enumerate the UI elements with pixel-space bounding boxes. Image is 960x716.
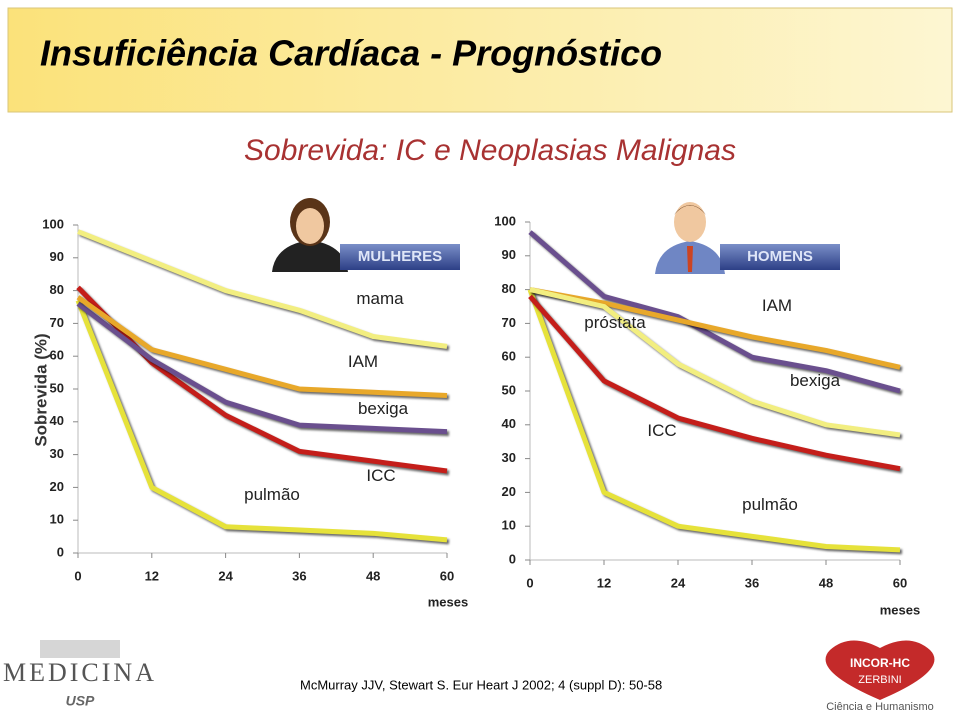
y-tick-label: 100 (42, 216, 64, 231)
y-tick-label: 20 (502, 484, 516, 499)
woman-icon (272, 198, 348, 272)
x-tick-label: 60 (440, 568, 454, 583)
y-tick-label: 100 (494, 213, 516, 228)
x-tick-label: 0 (526, 575, 533, 590)
y-tick-label: 60 (50, 348, 64, 363)
x-tick-label: 12 (597, 575, 611, 590)
logo-right: INCOR-HC ZERBINI Ciência e Humanismo (825, 640, 935, 713)
slide-title: Insuficiência Cardíaca - Prognóstico (40, 33, 662, 74)
series-label: ICC (366, 466, 395, 485)
y-tick-label: 70 (502, 315, 516, 330)
y-tick-label: 80 (50, 282, 64, 297)
series-label: bexiga (790, 371, 841, 390)
series-line (528, 294, 901, 472)
series-label: IAM (762, 296, 792, 315)
series-line (527, 288, 901, 553)
series-label: bexiga (358, 399, 409, 418)
man-icon (655, 202, 725, 274)
logo-text: Ciência e Humanismo (826, 701, 934, 713)
y-tick-label: 20 (50, 479, 64, 494)
x-axis-label: meses (428, 594, 468, 609)
y-tick-label: 30 (50, 446, 64, 461)
y-tick-label: 50 (502, 382, 516, 397)
y-axis-label: Sobrevida (%) (31, 333, 50, 446)
badge (720, 244, 840, 270)
y-tick-label: 10 (502, 518, 516, 533)
y-tick-label: 90 (50, 249, 64, 264)
x-tick-label: 60 (893, 575, 907, 590)
logo-text: ZERBINI (858, 674, 901, 686)
x-tick-label: 0 (74, 568, 81, 583)
slide-subtitle: Sobrevida: IC e Neoplasias Malignas (244, 134, 736, 167)
series-label: pulmão (742, 495, 798, 514)
x-tick-label: 24 (671, 575, 686, 590)
series-line (76, 301, 448, 435)
y-tick-label: 90 (502, 247, 516, 262)
y-tick-label: 70 (50, 315, 64, 330)
y-tick-label: 40 (50, 413, 64, 428)
series-label: ICC (647, 421, 676, 440)
citation: McMurray JJV, Stewart S. Eur Heart J 200… (300, 677, 662, 692)
badge-text: MULHERES (358, 248, 442, 265)
series-line (77, 229, 448, 349)
y-tick-label: 0 (509, 551, 516, 566)
logo-text: MEDICINA (3, 658, 157, 687)
x-tick-label: 48 (819, 575, 833, 590)
x-tick-label: 24 (218, 568, 233, 583)
x-axis-label: meses (880, 602, 920, 617)
y-tick-label: 50 (50, 380, 64, 395)
series-label: mama (356, 289, 404, 308)
x-tick-label: 12 (145, 568, 159, 583)
y-tick-label: 80 (502, 281, 516, 296)
x-tick-label: 36 (745, 575, 759, 590)
series-label: pulmão (244, 485, 300, 504)
x-tick-label: 48 (366, 568, 380, 583)
badge (340, 244, 460, 270)
y-tick-label: 10 (50, 512, 64, 527)
series-line (529, 287, 901, 438)
series-label: IAM (348, 352, 378, 371)
series-line (76, 295, 448, 399)
badge-text: HOMENS (747, 248, 813, 265)
series-line (529, 287, 901, 370)
logo-left: MEDICINA USP (3, 640, 157, 709)
y-tick-label: 30 (502, 450, 516, 465)
series-label: próstata (584, 313, 646, 332)
y-tick-label: 40 (502, 416, 516, 431)
y-tick-label: 0 (57, 544, 64, 559)
series-line (75, 299, 448, 543)
title-banner (7, 7, 953, 113)
logo-text: USP (66, 693, 95, 709)
x-tick-label: 36 (292, 568, 306, 583)
series-line (528, 230, 901, 394)
logo-text: INCOR-HC (850, 656, 910, 670)
y-tick-label: 60 (502, 349, 516, 364)
